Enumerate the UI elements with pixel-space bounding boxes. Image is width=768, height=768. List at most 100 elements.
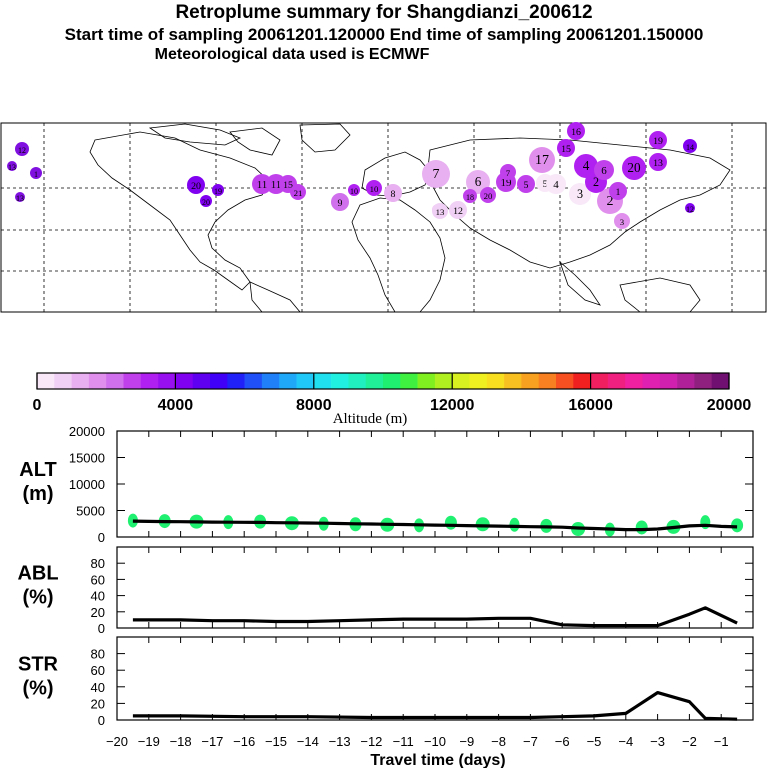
colorbar-swatch	[297, 373, 315, 389]
colorbar-swatch	[314, 373, 332, 389]
map-cluster: 10	[348, 184, 360, 196]
cluster-label: 9	[338, 198, 343, 209]
map-cluster: 13	[7, 161, 17, 172]
colorbar-swatch	[643, 373, 661, 389]
cluster-label: 4	[553, 179, 559, 191]
cluster-label: 10	[370, 184, 379, 194]
map-cluster: 13	[649, 153, 667, 171]
map-cluster: 12	[685, 203, 695, 214]
colorbar-swatch	[539, 373, 557, 389]
colorbar-swatch	[89, 373, 107, 389]
x-tick-label: −19	[138, 734, 160, 749]
colorbar-swatch	[591, 373, 609, 389]
map-cluster: 1	[609, 182, 627, 200]
y-tick-label: 20000	[69, 424, 105, 439]
map-cluster: 20	[200, 195, 212, 207]
colorbar-swatch	[435, 373, 453, 389]
cluster-label: 15	[561, 144, 571, 155]
x-tick-label: −5	[587, 734, 602, 749]
cluster-label: 11	[257, 179, 268, 191]
colorbar-swatch	[331, 373, 349, 389]
colorbar-swatch	[660, 373, 678, 389]
colorbar-swatch	[556, 373, 574, 389]
map-cluster: 8	[384, 184, 402, 202]
cluster-label: 3	[577, 187, 583, 201]
y-tick-label: 60	[91, 572, 105, 587]
colorbar-swatch	[158, 373, 176, 389]
colorbar-swatch	[106, 373, 124, 389]
x-tick-label: −13	[329, 734, 351, 749]
y-tick-label: 15000	[69, 451, 105, 466]
map-cluster: 19	[649, 131, 667, 149]
cluster-label: 20	[191, 181, 201, 192]
x-tick-label: −9	[459, 734, 474, 749]
cluster-label: 10	[350, 187, 358, 196]
map-cluster: 5	[517, 175, 535, 193]
x-tick-label: −18	[170, 734, 192, 749]
cluster-label: 7	[433, 167, 440, 182]
map-cluster: 3	[614, 213, 630, 229]
y-tick-label: 10000	[69, 477, 105, 492]
y-tick-label: 0	[98, 530, 105, 545]
map-cluster: 12	[449, 201, 467, 219]
cluster-label: 3	[620, 217, 625, 227]
cluster-label: 20	[202, 198, 210, 207]
cluster-label: 6	[475, 174, 482, 189]
time-series-panels: 05000100001500020000ALT(m)020406080ABL(%…	[17, 424, 753, 749]
cluster-label: 18	[466, 193, 474, 202]
colorbar-swatch	[141, 373, 159, 389]
map-cluster: 17	[529, 147, 555, 173]
x-axis-label: Travel time (days)	[370, 752, 505, 768]
cluster-label: 5	[524, 180, 529, 191]
cluster-label: 17	[535, 153, 549, 168]
map-cluster: 18	[463, 189, 477, 203]
x-tick-label: −1	[714, 734, 729, 749]
cluster-label: 8	[391, 189, 396, 200]
colorbar-swatch	[210, 373, 228, 389]
cluster-label: 4	[583, 158, 590, 173]
map-cluster: 6	[594, 160, 614, 180]
map-frame	[1, 123, 766, 312]
colorbar-swatch	[504, 373, 522, 389]
chart-canvas: 1213113202019111115219101087614131218201…	[0, 0, 768, 768]
map-cluster: 1	[30, 167, 42, 179]
cluster-label: 1	[616, 187, 621, 198]
colorbar-swatch	[400, 373, 418, 389]
x-tick-label: −10	[424, 734, 446, 749]
y-tick-label: 20	[91, 605, 105, 620]
colorbar-swatch	[37, 373, 55, 389]
colorbar-swatch	[573, 373, 591, 389]
cluster-label: 12	[453, 206, 463, 217]
world-map: 1213113202019111115219101087614131218201…	[1, 122, 766, 312]
y-axis-label: ALT	[19, 459, 56, 481]
cluster-label: 19	[214, 187, 222, 196]
colorbar-swatch	[383, 373, 401, 389]
x-tick-label: −11	[393, 734, 414, 749]
x-tick-label: −12	[360, 734, 382, 749]
panel-frame	[117, 547, 753, 628]
cluster-label: 7	[506, 168, 511, 178]
y-tick-label: 5000	[76, 504, 105, 519]
cluster-label: 13	[16, 194, 24, 203]
y-tick-label: 0	[98, 621, 105, 636]
map-cluster: 9	[331, 193, 349, 211]
x-tick-label: −17	[201, 734, 223, 749]
x-tick-label: −6	[555, 734, 570, 749]
cluster-label: 21	[294, 188, 303, 198]
x-tick-label: −2	[682, 734, 697, 749]
cluster-label: 14	[686, 143, 694, 152]
map-cluster: 21	[290, 184, 306, 200]
cluster-label: 13	[436, 207, 445, 217]
map-cluster: 20	[187, 176, 205, 194]
cluster-label: 20	[484, 191, 493, 201]
y-tick-label: 80	[91, 556, 105, 571]
map-cluster: 14	[683, 139, 697, 153]
colorbar-swatch	[262, 373, 280, 389]
map-cluster: 20	[480, 187, 496, 203]
colorbar-swatch	[227, 373, 245, 389]
colorbar-tick-label: 12000	[430, 397, 475, 414]
altitude-point	[445, 516, 457, 530]
map-cluster: 7	[500, 164, 516, 180]
colorbar-swatch	[175, 373, 193, 389]
